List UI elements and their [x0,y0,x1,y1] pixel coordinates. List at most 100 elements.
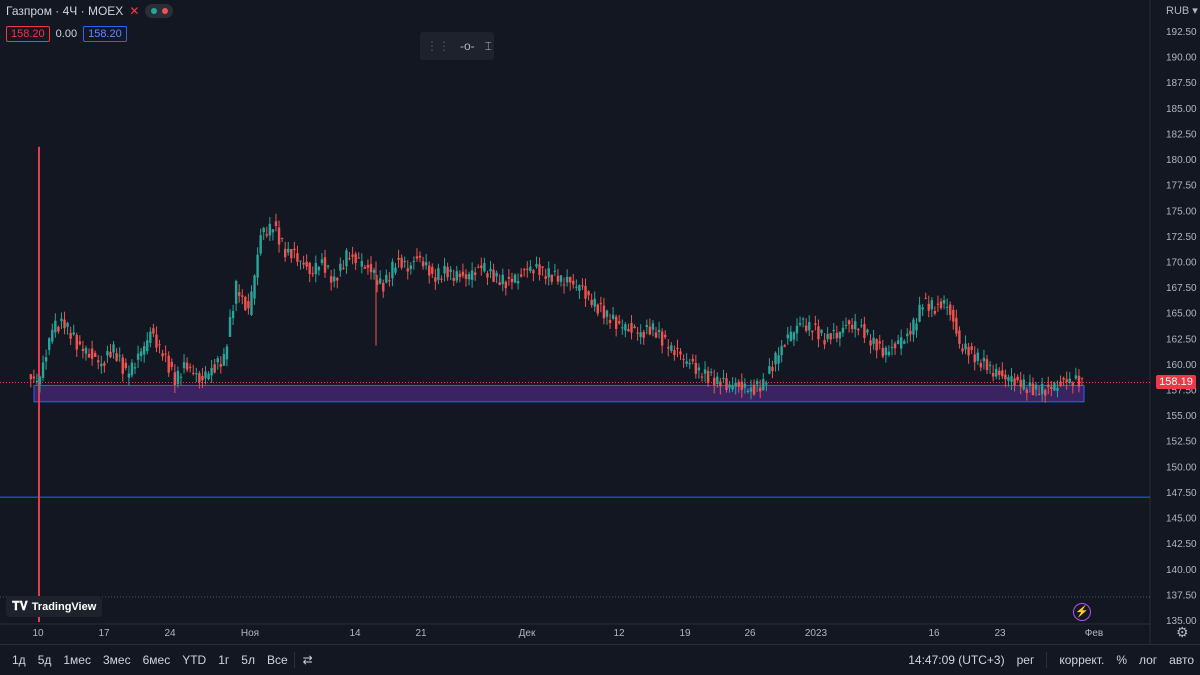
candle-body [1071,382,1075,386]
candle-body [449,269,452,272]
x-tick-label: 16 [928,628,940,639]
candle-body [783,345,786,347]
sell-price[interactable]: 158.20 [6,26,50,42]
currency-label[interactable]: RUB ▾ [1166,5,1198,17]
horizontal-line-tool-icon[interactable]: -o- [460,39,475,53]
candle-body [1037,393,1041,395]
range-button[interactable]: 1г [218,653,230,667]
candle-body [924,298,927,300]
tradingview-logo[interactable]: 𝐓𝐕 TradingView [6,596,103,617]
range-buttons: 1д 5д 1мес 3мес 6мес YTD 1г 5л Все [0,653,294,667]
candle-body [933,310,937,314]
candle-body [798,323,802,325]
candle-body [590,299,593,305]
candle-body [664,334,667,338]
divider [1046,652,1048,668]
candle-body [556,275,560,282]
candle-body [112,344,115,353]
candle-body [382,282,385,292]
candle-body [808,321,811,331]
session-button[interactable]: рег [1016,653,1035,667]
candle-body [746,390,750,393]
candle-body [985,359,989,371]
range-button[interactable]: Все [266,653,288,667]
candle-body [103,363,106,366]
y-tick-label: 147.50 [1166,488,1197,499]
candle-body [124,362,128,369]
candle-body [262,227,265,233]
candle-body [259,235,262,254]
candle-body [66,322,69,327]
symbol-title[interactable]: Газпром · 4Ч · MOEX [6,4,124,18]
y-tick-label: 135.00 [1166,616,1197,627]
candle-body [72,332,75,335]
candle-body [90,348,94,359]
candle-body [513,274,517,283]
visibility-toggle[interactable] [145,4,174,18]
price-chart[interactable]: 192.50190.00187.50185.00182.50180.00177.… [0,0,1200,644]
range-button[interactable]: YTD [182,653,207,667]
candle-body [461,271,465,276]
candle-body [832,329,835,331]
candle-body [734,382,737,387]
candle-body [544,276,547,279]
y-tick-label: 157.50 [1166,386,1197,397]
candle-body [740,381,744,390]
candle-body [529,266,532,271]
candle-body [54,320,57,333]
y-tick-label: 167.50 [1166,283,1197,294]
close-icon[interactable]: ✕ [129,4,140,18]
vertical-line-tool-icon[interactable]: ⌶ [484,38,492,53]
candle-body [850,325,854,330]
candle-body [860,325,863,327]
calendar-range-icon[interactable]: ⇄ [302,653,313,667]
range-button[interactable]: 1мес [63,653,91,667]
drag-handle-icon[interactable]: ⋮⋮ [426,39,450,53]
candle-body [256,254,259,278]
candle-body [228,317,232,337]
candle-body [844,324,848,326]
log-button[interactable]: лог [1138,653,1158,667]
candle-body [326,265,330,267]
candle-body [504,281,508,289]
adjust-button[interactable]: коррект. [1059,653,1105,667]
candle-body [899,337,903,349]
percent-button[interactable]: % [1116,653,1127,667]
candle-body [979,363,983,368]
x-tick-label: 12 [613,628,625,639]
x-tick-label: 23 [994,628,1006,639]
candle-body [949,304,952,315]
auto-button[interactable]: авто [1169,653,1194,667]
candle-body [100,363,103,367]
candle-body [568,276,572,283]
range-button[interactable]: 3мес [102,653,131,667]
candle-body [526,268,529,270]
candle-body [523,269,526,271]
range-button[interactable]: 5л [241,653,255,667]
candle-body [599,303,603,305]
candle-body [875,339,878,351]
candle-body [446,266,449,278]
candle-body [994,368,998,377]
y-tick-label: 182.50 [1166,129,1197,140]
candle-body [185,362,189,370]
range-button[interactable]: 5д [37,653,52,667]
range-button[interactable]: 1д [12,653,26,667]
candle-body [498,282,501,286]
candle-body [676,347,679,350]
candle-body [795,325,799,334]
x-tick-label: 21 [415,628,427,639]
gear-icon[interactable]: ⚙ [1176,624,1189,640]
candle-body [639,332,642,337]
candle-body [47,338,51,350]
clock-time[interactable]: 14:47:09 (UTC+3) [908,653,1005,667]
range-button[interactable]: 6мес [142,653,171,667]
candle-body [238,292,241,296]
candle-body [670,345,673,351]
candle-body [274,221,278,227]
lightning-icon[interactable]: ⚡ [1073,603,1091,621]
candle-body [431,266,434,274]
buy-price[interactable]: 158.20 [83,26,127,42]
y-tick-label: 165.00 [1166,309,1197,320]
candle-body [130,362,134,376]
